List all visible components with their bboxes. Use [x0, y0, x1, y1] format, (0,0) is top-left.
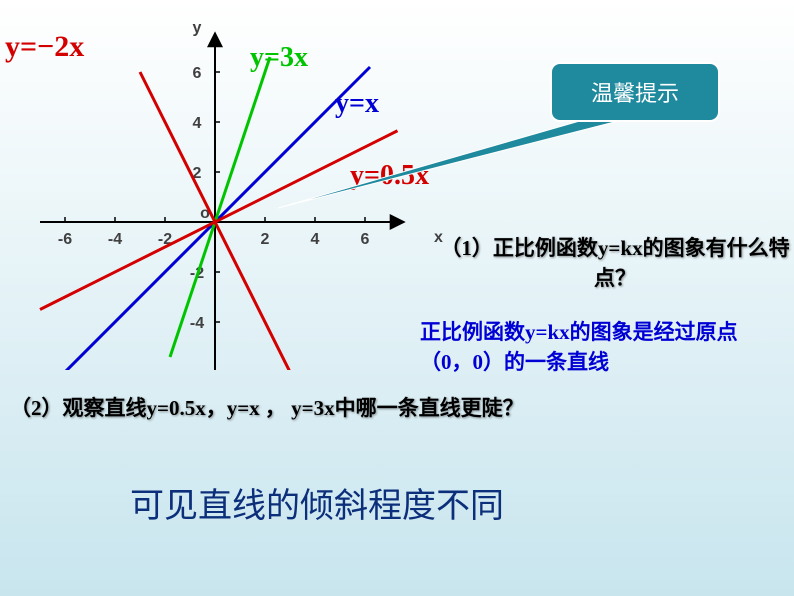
line-label-y05x: y=0.5x [350, 160, 429, 192]
svg-text:y: y [193, 20, 202, 37]
svg-text:-6: -6 [58, 231, 72, 248]
tip-callout: 温馨提示 [550, 62, 720, 122]
line-label-y3x: y=3x [250, 42, 308, 74]
line-label-yx: y=x [335, 88, 379, 120]
line-label-yneg2x: y=−2x [5, 30, 84, 64]
answer-1: 正比例函数y=kx的图象是经过原点（0，0）的一条直线 [420, 316, 790, 376]
svg-text:4: 4 [311, 231, 320, 248]
conclusion-text: 可见直线的倾斜程度不同 [130, 478, 504, 527]
svg-text:6: 6 [361, 231, 370, 248]
svg-text:4: 4 [193, 115, 202, 132]
question-1: （1）正比例函数y=kx的图象有什么特点？ [440, 232, 790, 292]
svg-text:2: 2 [261, 231, 270, 248]
svg-text:6: 6 [193, 65, 202, 82]
callout-text: 温馨提示 [591, 76, 679, 108]
question-2: （2）观察直线y=0.5x，y=x ， y=3x中哪一条直线更陡？ [10, 392, 780, 422]
svg-text:-4: -4 [190, 315, 204, 332]
svg-text:-4: -4 [108, 231, 122, 248]
